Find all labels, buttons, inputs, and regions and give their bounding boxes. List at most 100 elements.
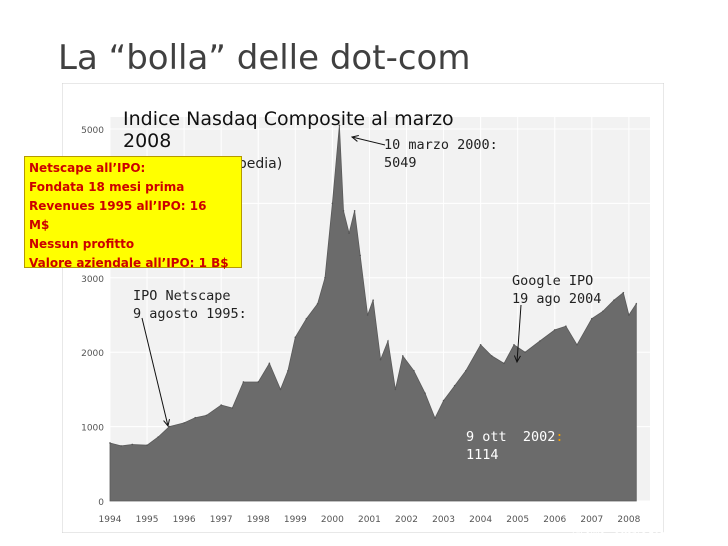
data-point xyxy=(424,392,426,394)
x-tick-label: 1998 xyxy=(247,515,270,525)
data-point xyxy=(372,299,374,301)
data-point xyxy=(257,381,260,383)
google-arrow xyxy=(516,304,522,363)
google-annotation-line2: 19 ago 2004 xyxy=(512,291,602,307)
chart-title-line1: Indice Nasdaq Composite al marzo xyxy=(123,108,454,130)
callout-line: Fondata 18 mesi prima xyxy=(29,180,185,194)
google-annotation: Google IPO 19 ago 2004 xyxy=(512,272,601,308)
x-tick-label: 2004 xyxy=(469,515,492,525)
slide-footer: R.Polillo - Ottobre 2010 xyxy=(572,526,671,536)
data-point xyxy=(294,336,297,339)
x-tick-label: 1999 xyxy=(284,515,307,525)
data-point xyxy=(379,358,382,361)
callout-line: Nessun profitto xyxy=(29,237,135,251)
data-point xyxy=(387,340,389,342)
data-point xyxy=(602,310,604,313)
data-point xyxy=(479,343,482,346)
data-point xyxy=(622,291,625,294)
data-point xyxy=(342,210,345,212)
y-tick-label: 0 xyxy=(98,498,104,508)
data-point xyxy=(401,355,404,357)
callout-line: Valore aziendale all’IPO: 1 B$ xyxy=(29,256,229,270)
y-tick-label: 3000 xyxy=(81,275,104,285)
x-tick-label: 1994 xyxy=(99,515,122,525)
x-tick-label: 1997 xyxy=(210,515,233,525)
y-tick-label: 2000 xyxy=(81,349,104,359)
low-annotation: 9 ott 2002: 1114 xyxy=(466,428,564,464)
netscape-annotation-line1: IPO Netscape xyxy=(133,288,231,304)
data-point xyxy=(628,314,630,316)
data-point xyxy=(183,422,185,424)
x-tick-label: 2005 xyxy=(506,515,529,525)
chart-title-line2: 2008 xyxy=(123,130,172,152)
data-point xyxy=(453,384,456,387)
data-point xyxy=(131,443,134,446)
data-point xyxy=(359,254,361,257)
x-tick-label: 2002 xyxy=(395,515,418,525)
data-point xyxy=(539,340,541,342)
peak-annotation: 10 marzo 2000: 5049 xyxy=(384,136,498,172)
data-point xyxy=(157,436,159,438)
x-tick-label: 2008 xyxy=(617,515,640,525)
callout-line: M$ xyxy=(29,218,50,232)
data-point xyxy=(553,329,556,331)
data-point xyxy=(205,414,208,417)
data-point xyxy=(268,362,271,365)
netscape-annotation-line2: 9 agosto 1995: xyxy=(133,306,247,322)
low-annotation-value: 1114 xyxy=(466,447,499,463)
netscape-arrow xyxy=(141,317,169,427)
peak-annotation-line2: 5049 xyxy=(384,155,417,171)
low-annotation-date: 9 ott 2002 xyxy=(466,429,556,445)
data-point xyxy=(194,416,197,419)
nasdaq-area-series xyxy=(109,125,637,502)
data-point xyxy=(348,232,350,234)
data-point xyxy=(442,399,445,402)
peak-arrow-head xyxy=(350,135,359,142)
x-tick-label: 2006 xyxy=(543,515,566,525)
callout-line: Netscape all’IPO: xyxy=(29,161,146,175)
x-tick-label: 2003 xyxy=(432,515,455,525)
x-tick-label: 2001 xyxy=(358,515,381,525)
data-point xyxy=(635,303,638,305)
callout-line: Revenues 1995 all’IPO: 16 xyxy=(29,199,207,213)
data-point xyxy=(434,417,436,419)
data-point xyxy=(565,325,567,327)
data-point xyxy=(220,404,222,406)
data-point xyxy=(613,299,615,301)
data-point xyxy=(413,370,415,372)
x-tick-label: 2000 xyxy=(321,515,344,525)
data-point xyxy=(524,351,526,354)
data-point xyxy=(465,370,467,372)
low-annotation-colon: : xyxy=(555,429,564,445)
data-point xyxy=(576,343,578,346)
x-tick-label: 1995 xyxy=(136,515,159,525)
netscape-callout-box: Netscape all’IPO: Fondata 18 mesi prima … xyxy=(24,156,242,270)
data-point xyxy=(146,444,148,447)
peak-annotation-line1: 10 marzo 2000: xyxy=(384,137,498,153)
data-point xyxy=(120,445,122,447)
data-point xyxy=(242,381,245,383)
data-point xyxy=(513,343,515,346)
data-point xyxy=(331,202,334,205)
data-point xyxy=(366,314,369,316)
data-point xyxy=(287,370,289,372)
data-point xyxy=(316,303,319,305)
data-point xyxy=(394,388,397,391)
y-tick-label: 1000 xyxy=(81,424,104,434)
google-annotation-line1: Google IPO xyxy=(512,273,594,289)
x-tick-label: 2007 xyxy=(580,515,603,525)
x-tick-label: 1996 xyxy=(173,515,196,525)
y-tick-label: 5000 xyxy=(81,126,104,136)
data-point xyxy=(279,388,282,391)
data-point xyxy=(324,277,326,279)
data-point xyxy=(591,317,593,320)
data-point xyxy=(338,124,341,127)
data-point xyxy=(305,317,308,320)
data-point xyxy=(490,355,493,357)
netscape-annotation: IPO Netscape 9 agosto 1995: xyxy=(133,287,247,323)
slide-title: La “bolla” delle dot-com xyxy=(58,38,471,78)
data-point xyxy=(503,362,505,365)
data-point xyxy=(168,425,171,428)
data-point xyxy=(109,442,111,444)
google-arrow-head xyxy=(513,355,521,364)
